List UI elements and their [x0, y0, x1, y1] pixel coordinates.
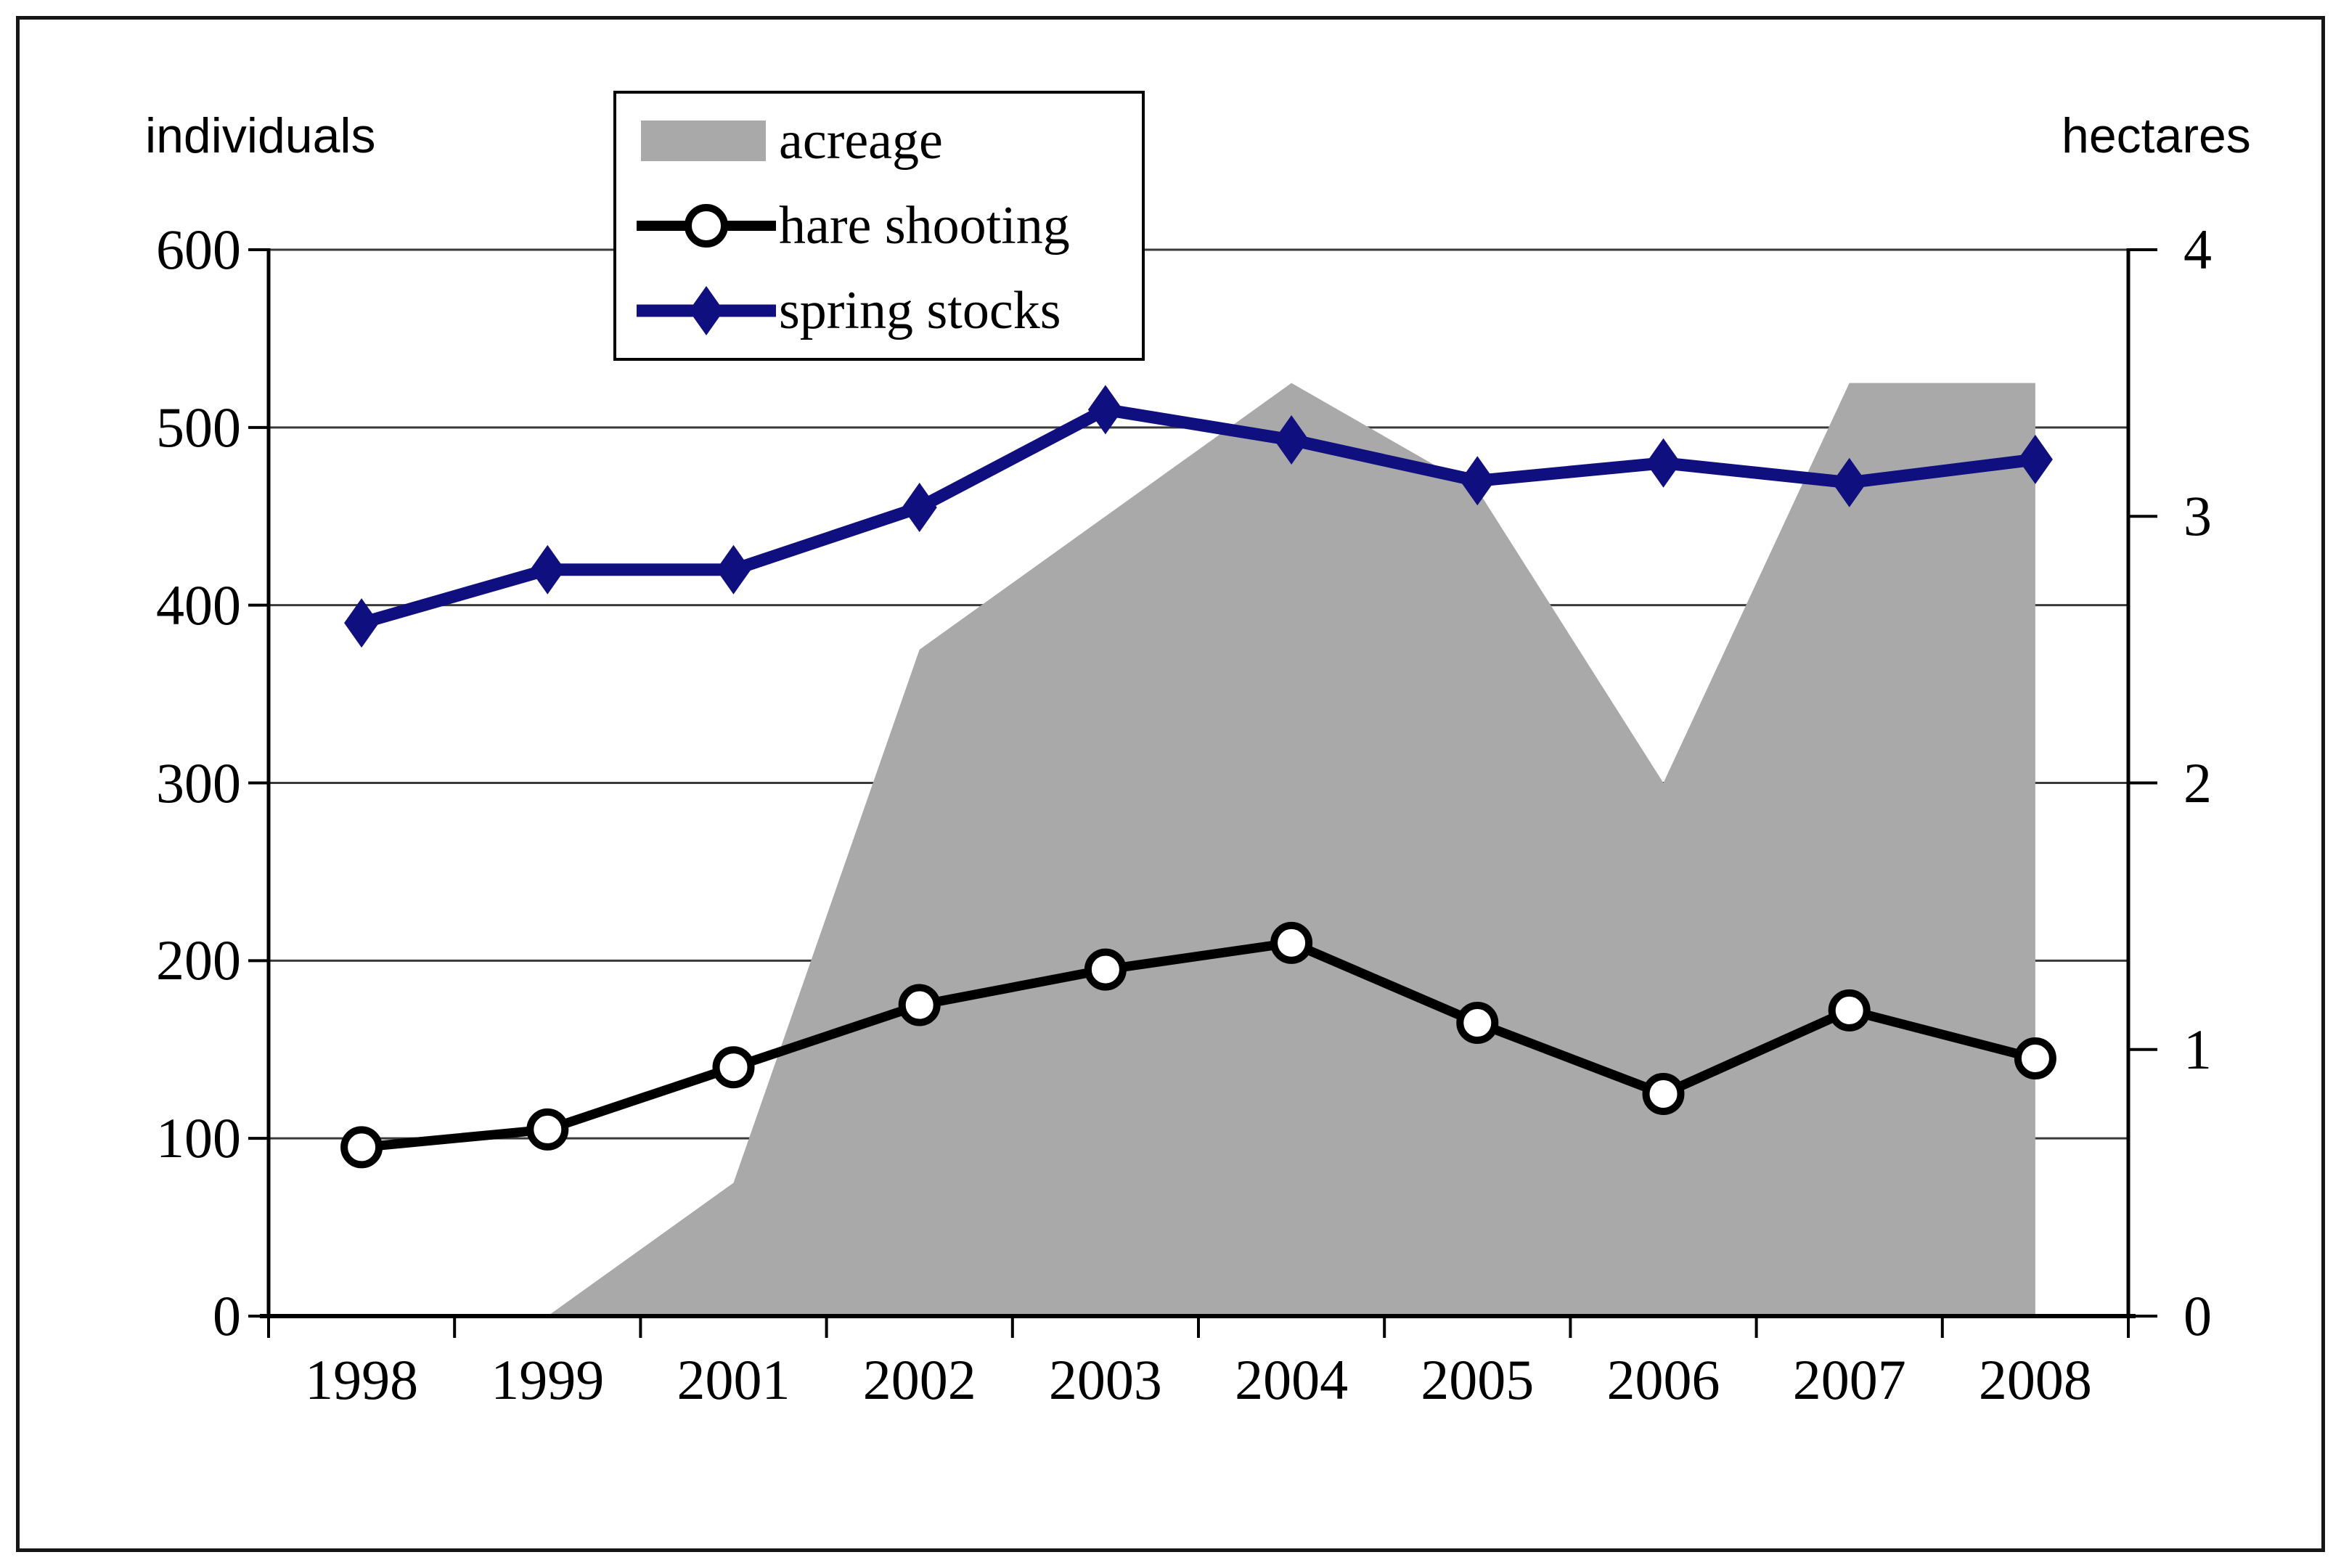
line-diamond-swatch-icon: [637, 286, 776, 336]
legend-label: hare shooting: [779, 195, 1070, 256]
spring-stocks-point: [530, 544, 565, 595]
hare-shooting-point: [526, 1108, 569, 1151]
spring-stocks-point: [2017, 434, 2053, 484]
hare-shooting-point: [1828, 989, 1871, 1032]
x-axis-year-label: 2001: [677, 1348, 790, 1411]
right-axis-tick-label: 4: [2183, 218, 2212, 281]
spring-stocks-point: [902, 483, 937, 533]
legend-label: acreage: [779, 110, 943, 171]
spring-stocks-point: [1460, 456, 1495, 506]
right-axis-tick-label: 1: [2183, 1017, 2212, 1081]
x-axis-year-label: 2006: [1606, 1348, 1720, 1411]
hare-shooting-point: [340, 1126, 383, 1169]
hare-shooting-point: [1642, 1072, 1685, 1115]
x-axis-year-label: 1998: [305, 1348, 419, 1411]
legend-item-spring-stocks: spring stocks: [634, 274, 1142, 347]
x-axis-year-label: 1999: [491, 1348, 605, 1411]
spring-stocks-point: [1274, 415, 1310, 465]
chart-legend: acreage hare shooting spring stocks: [613, 91, 1145, 361]
legend-item-hare-shooting: hare shooting: [634, 189, 1142, 262]
hare-shooting-point: [898, 984, 941, 1026]
left-axis-tick-label: 600: [156, 218, 241, 281]
legend-label: spring stocks: [779, 281, 1061, 341]
left-axis-tick-label: 200: [156, 928, 241, 992]
left-axis-tick-label: 0: [213, 1284, 241, 1347]
hare-shooting-point: [1270, 921, 1313, 964]
hare-shooting-point: [712, 1046, 755, 1089]
line-circle-swatch-icon: [637, 203, 776, 248]
hare-shooting-line: [361, 938, 2037, 1152]
x-axis-year-label: 2008: [1978, 1348, 2092, 1411]
left-axis-title: individuals: [145, 108, 376, 163]
spring-stocks-point: [344, 598, 380, 648]
right-axis-tick-label: 2: [2183, 751, 2212, 814]
spring-stocks-point: [1831, 457, 1867, 507]
left-axis-tick-label: 500: [156, 395, 241, 459]
x-axis-year-label: 2003: [1048, 1348, 1162, 1411]
left-axis-tick-label: 100: [156, 1106, 241, 1170]
spring-stocks-point: [1087, 385, 1123, 435]
spring-stocks-point: [716, 544, 751, 595]
x-axis-year-label: 2007: [1792, 1348, 1906, 1411]
left-axis-tick-label: 300: [156, 751, 241, 814]
x-axis-year-label: 2005: [1421, 1348, 1535, 1411]
acreage-area: [361, 383, 2035, 1316]
hare-shooting-point: [1084, 948, 1127, 991]
right-axis-tick-label: 0: [2183, 1284, 2212, 1347]
right-axis-tick-label: 3: [2183, 484, 2212, 548]
x-axis-year-label: 2004: [1235, 1348, 1349, 1411]
right-axis-title: hectares: [2062, 108, 2251, 163]
left-axis-tick-label: 400: [156, 573, 241, 637]
area-swatch-icon: [641, 120, 766, 161]
spring-stocks-line: [359, 403, 2036, 629]
hare-shooting-point: [2014, 1037, 2056, 1079]
spring-stocks-point: [1646, 438, 1681, 488]
x-axis-year-label: 2002: [862, 1348, 976, 1411]
legend-item-acreage: acreage: [634, 105, 1142, 177]
hare-shooting-point: [1456, 1002, 1499, 1045]
